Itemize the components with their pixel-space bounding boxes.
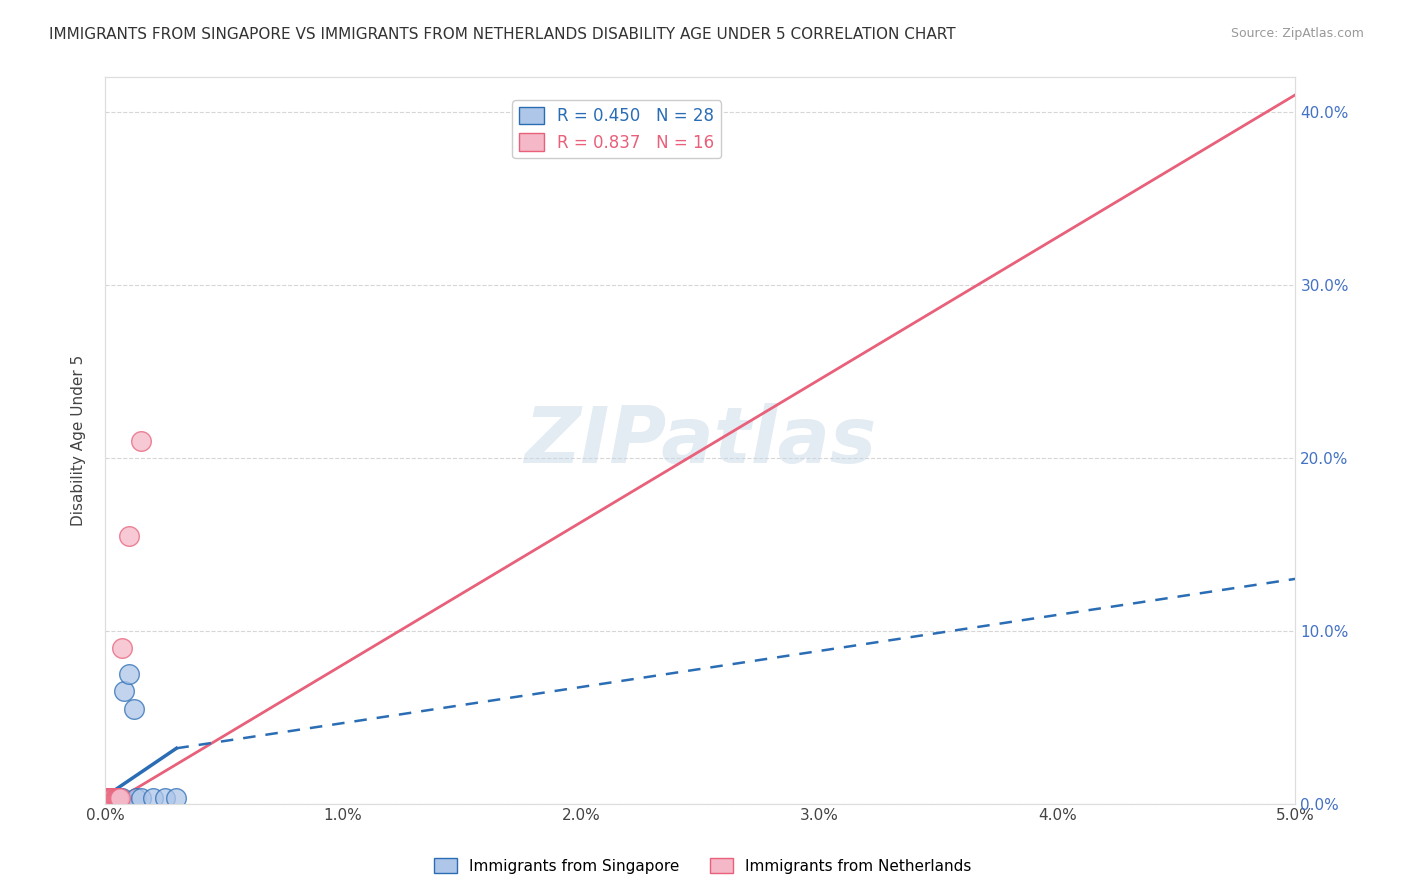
Point [96, 791, 118, 805]
Point [104, 791, 127, 805]
Point [110, 791, 132, 805]
Y-axis label: Disability Age Under 5: Disability Age Under 5 [72, 355, 86, 526]
Point [98, 791, 121, 805]
Text: IMMIGRANTS FROM SINGAPORE VS IMMIGRANTS FROM NETHERLANDS DISABILITY AGE UNDER 5 : IMMIGRANTS FROM SINGAPORE VS IMMIGRANTS … [49, 27, 956, 42]
Text: Source: ZipAtlas.com: Source: ZipAtlas.com [1230, 27, 1364, 40]
Point [125, 791, 148, 805]
Point [112, 684, 135, 698]
Point [98, 791, 121, 805]
Point [98, 791, 121, 805]
Point [97, 791, 120, 805]
Point [111, 640, 134, 655]
Point [96, 791, 118, 805]
Point [104, 791, 127, 805]
Point [101, 791, 124, 805]
Point [100, 791, 122, 805]
Point [110, 791, 132, 805]
Point [153, 791, 176, 805]
Point [142, 791, 165, 805]
Point [103, 791, 125, 805]
Point [104, 791, 127, 805]
Point [101, 791, 124, 805]
Point [103, 791, 125, 805]
Point [129, 434, 152, 448]
Point [97, 791, 120, 805]
Point [103, 791, 125, 805]
Point [107, 791, 129, 805]
Point [98, 791, 121, 805]
Point [96, 791, 118, 805]
Legend: Immigrants from Singapore, Immigrants from Netherlands: Immigrants from Singapore, Immigrants fr… [427, 852, 979, 880]
Point [97, 791, 120, 805]
Point [96, 791, 118, 805]
Point [100, 791, 122, 805]
Point [118, 528, 141, 542]
Point [165, 791, 187, 805]
Point [111, 791, 134, 805]
Point [129, 791, 152, 805]
Point [105, 791, 128, 805]
Legend: R = 0.450   N = 28, R = 0.837   N = 16: R = 0.450 N = 28, R = 0.837 N = 16 [513, 100, 721, 158]
Point [108, 791, 131, 805]
Point [122, 701, 145, 715]
Point [96, 791, 118, 805]
Point [101, 791, 124, 805]
Point [107, 791, 129, 805]
Point [103, 791, 125, 805]
Text: ZIPatlas: ZIPatlas [524, 402, 876, 478]
Point [105, 791, 128, 805]
Point [108, 791, 131, 805]
Point [118, 667, 141, 681]
